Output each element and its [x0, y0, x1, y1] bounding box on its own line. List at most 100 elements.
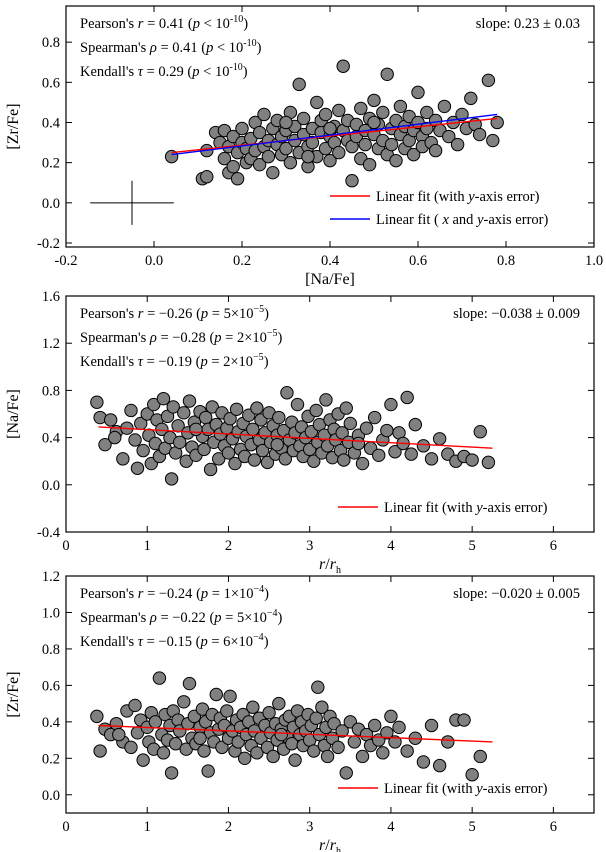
data-point [279, 141, 293, 156]
x-tick-label: 5 [469, 538, 476, 554]
data-point [215, 740, 229, 755]
y-tick-label: -0.4 [37, 525, 61, 541]
data-point [238, 751, 252, 766]
data-point [335, 724, 349, 738]
data-point [305, 135, 320, 150]
data-point [404, 447, 418, 461]
x-tick-label: 3 [306, 819, 313, 835]
data-point [393, 99, 408, 114]
data-point [205, 400, 219, 414]
data-point [280, 386, 294, 400]
y-axis-label: [Zr/Fe] [5, 671, 22, 717]
y-tick-label: 1.2 [42, 569, 60, 585]
data-point [408, 417, 422, 432]
legend-label: Linear fit ( x and y-axis error) [376, 212, 548, 228]
data-point [380, 67, 394, 81]
data-point [339, 401, 353, 415]
data-point [272, 696, 286, 711]
data-point [274, 727, 288, 742]
data-point [217, 151, 232, 166]
data-point [93, 744, 107, 758]
data-point [228, 456, 242, 471]
data-point [406, 147, 421, 162]
data-point [90, 709, 104, 724]
data-point [332, 103, 346, 118]
data-point [209, 687, 223, 702]
data-point [223, 412, 237, 426]
data-point [166, 400, 180, 414]
data-point [339, 766, 353, 780]
stat-annotation: Kendall's τ = −0.15 (p = 6×10−4) [80, 632, 269, 650]
data-point [90, 395, 104, 409]
data-point [392, 720, 406, 735]
data-point [235, 121, 249, 136]
data-point [250, 746, 264, 760]
data-point [335, 426, 349, 440]
data-point [252, 157, 267, 172]
data-point [112, 727, 126, 742]
data-point [465, 768, 479, 782]
data-point [343, 416, 358, 431]
y-tick-label: 1.2 [42, 336, 60, 352]
data-point [318, 107, 333, 122]
data-point [108, 430, 122, 445]
stat-annotation: Kendall's τ = −0.19 (p = 2×10−5) [80, 352, 269, 370]
data-point [355, 456, 370, 471]
data-point [309, 403, 323, 418]
y-tick-label: 1.6 [42, 289, 60, 305]
data-point [347, 735, 362, 749]
y-tick-label: 1.0 [42, 605, 60, 621]
data-point [252, 125, 267, 140]
y-tick-label: 0.2 [42, 751, 60, 767]
y-tick-label: 0.0 [42, 196, 60, 212]
x-tick-label: 2 [225, 538, 232, 554]
fit-line [98, 724, 493, 743]
data-point [290, 397, 305, 412]
x-tick-label: 2 [225, 819, 232, 835]
data-point [400, 390, 414, 405]
x-tick-label: 4 [387, 538, 395, 554]
data-point [367, 718, 382, 733]
scatter-points [164, 59, 504, 188]
data-point [255, 443, 270, 458]
data-point [486, 133, 500, 148]
data-point [301, 149, 315, 164]
data-point [261, 149, 276, 164]
y-axis-label: [Na/Fe] [5, 389, 22, 439]
data-point [311, 680, 325, 694]
stat-annotation: Spearman's ρ = −0.28 (p = 2×10−5) [80, 328, 283, 346]
data-point [292, 77, 306, 92]
data-point [229, 402, 244, 416]
x-tick-label: 0.2 [233, 253, 251, 269]
panel-zr_vs_na: -0.2 0.0 0.2 0.4 0.6 0.8 1.0 -0.2 0.0 0.2 0.4 0.6 0.… [5, 5, 603, 288]
plot-frame [65, 295, 595, 533]
data-point [450, 137, 465, 152]
y-tick-label: 0.8 [42, 642, 60, 658]
data-point [288, 753, 302, 767]
stat-annotation: Spearman's ρ = 0.41 (p < 10-10) [80, 38, 262, 56]
data-point [197, 442, 211, 457]
data-point [389, 153, 403, 168]
data-point [128, 698, 142, 713]
data-point [416, 755, 431, 769]
data-point [481, 455, 496, 470]
data-point [136, 443, 150, 458]
legend-label: Linear fit (with y-axis error) [384, 500, 548, 516]
stat-annotation: Kendall's τ = 0.29 (p < 10-10) [80, 62, 248, 80]
data-point [179, 454, 193, 468]
panel-zr_vs_r: 0 1 2 3 4 5 6 0.0 0.2 0.4 0.6 0.8 1.0 1.2 r/rh [Zr/Fe] P… [5, 569, 595, 852]
data-point [323, 121, 337, 136]
data-point [420, 105, 434, 120]
x-tick-label: 6 [550, 538, 557, 554]
fit-line [171, 113, 498, 156]
data-point [260, 455, 275, 470]
data-point [367, 410, 382, 425]
data-point [212, 452, 226, 466]
data-point [336, 59, 350, 73]
data-point [220, 704, 234, 718]
data-point [441, 735, 455, 749]
slope-annotation: slope: −0.038 ± 0.009 [453, 306, 580, 322]
data-point [323, 153, 337, 168]
data-point [156, 391, 171, 406]
